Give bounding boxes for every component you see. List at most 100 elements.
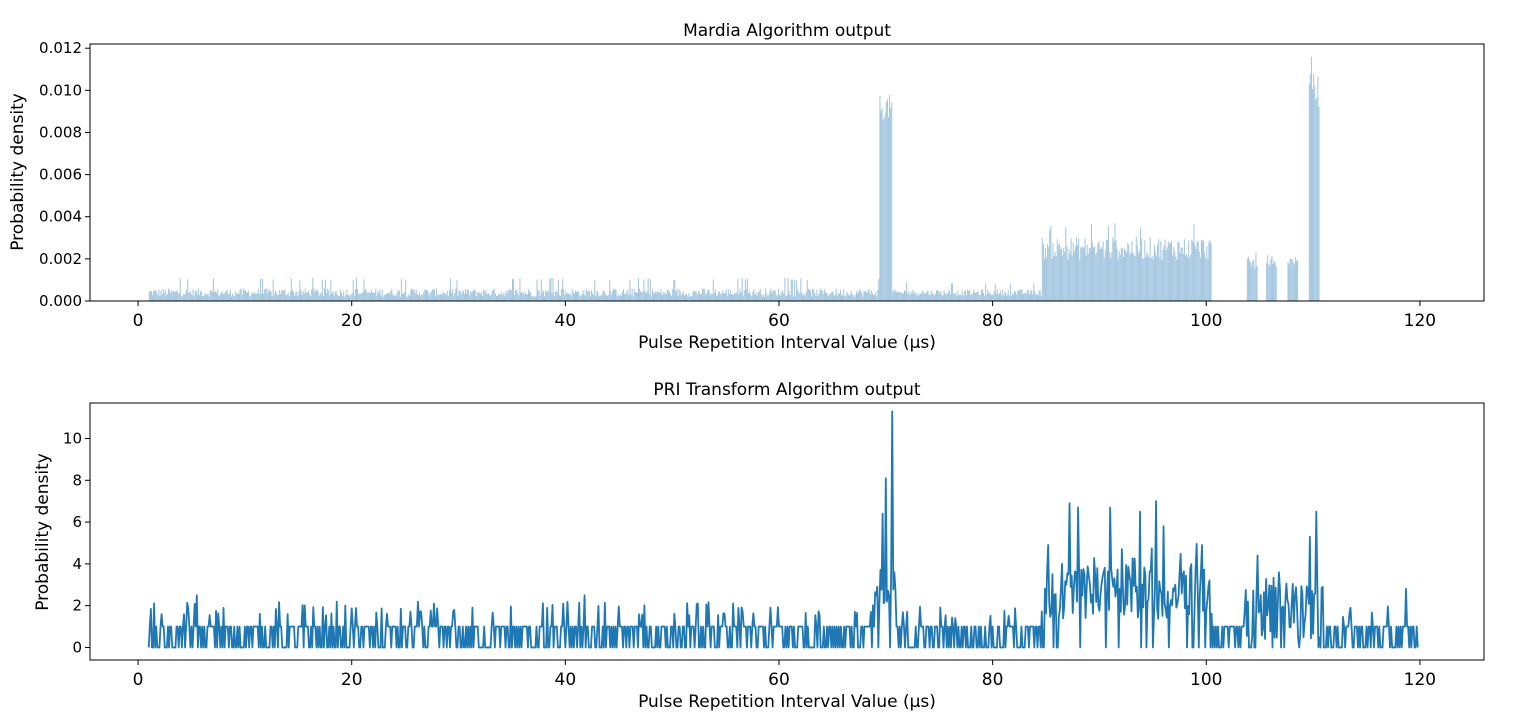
mardia-bar <box>405 279 407 301</box>
mardia-bar <box>899 292 901 301</box>
mardia-bar <box>422 294 424 301</box>
mardia-bar <box>1088 247 1090 301</box>
mardia-bar <box>361 292 363 301</box>
mardia-bar <box>234 295 236 301</box>
mardia-bar <box>680 295 682 301</box>
mardia-bar <box>805 291 807 301</box>
mardia-bar <box>184 294 186 301</box>
mardia-bar <box>824 292 826 301</box>
mardia-bar <box>1083 246 1085 301</box>
mardia-bar <box>337 296 339 301</box>
mardia-bar <box>341 292 343 301</box>
mardia-bar <box>833 295 835 301</box>
mardia-bar <box>1148 257 1150 301</box>
mardia-bar <box>721 293 723 301</box>
mardia-bar <box>937 290 939 301</box>
mardia-bar <box>1136 244 1138 301</box>
mardia-bar <box>538 290 540 301</box>
mardia-bar <box>1001 295 1003 301</box>
mardia-bar <box>498 294 500 301</box>
mardia-bar <box>1187 257 1189 301</box>
mardia-bar <box>313 288 315 301</box>
mardia-bar <box>475 296 477 301</box>
mardia-bar <box>932 293 934 301</box>
mardia-bar <box>266 288 268 301</box>
mardia-bar <box>423 292 425 301</box>
mardia-bar <box>621 291 624 301</box>
mardia-bar <box>389 292 391 301</box>
mardia-bar <box>645 293 647 301</box>
mardia-bar <box>520 292 522 301</box>
mardia-bar <box>225 290 227 301</box>
mardia-bar <box>329 294 331 301</box>
mardia-bar <box>508 290 510 301</box>
mardia-bar <box>593 294 595 301</box>
mardia-bar <box>1248 260 1251 301</box>
mardia-bar <box>1078 238 1080 301</box>
mardia-bar <box>912 289 914 301</box>
mardia-bar <box>556 292 558 301</box>
mardia-bar <box>190 292 192 301</box>
mardia-bar <box>386 293 389 301</box>
mardia-bar <box>896 292 898 301</box>
mardia-bar <box>595 295 597 301</box>
mardia-bar <box>616 296 618 301</box>
mardia-ytick-label: 0.012 <box>39 39 82 57</box>
mardia-bar <box>1256 266 1258 301</box>
mardia-bar <box>913 291 915 301</box>
mardia-bar <box>345 295 347 301</box>
mardia-bar <box>491 290 493 301</box>
mardia-bar <box>787 277 789 301</box>
mardia-bar <box>303 293 305 301</box>
mardia-bar <box>478 292 480 301</box>
mardia-bar <box>847 293 849 301</box>
mardia-bar <box>780 295 782 301</box>
mardia-bar <box>782 290 784 301</box>
mardia-bar <box>1104 250 1106 301</box>
mardia-bar <box>776 296 778 301</box>
mardia-bar <box>506 293 508 301</box>
mardia-bar <box>357 289 359 301</box>
mardia-bar <box>1121 248 1123 301</box>
mardia-bar <box>1125 250 1127 301</box>
mardia-bar <box>612 290 614 301</box>
mardia-bar <box>1275 266 1277 301</box>
mardia-bar <box>1019 289 1021 301</box>
mardia-bar <box>882 119 884 301</box>
mardia-bar <box>690 296 692 301</box>
mardia-bar <box>289 291 291 301</box>
mardia-bar <box>164 289 166 301</box>
pri-ytick-label: 8 <box>72 471 82 489</box>
mardia-bar <box>766 293 768 301</box>
mardia-bar <box>993 290 995 301</box>
mardia-bar <box>999 292 1001 301</box>
mardia-bar <box>858 291 860 301</box>
mardia-bar <box>517 292 519 301</box>
mardia-bar <box>193 296 195 301</box>
mardia-bar <box>851 293 853 301</box>
mardia-bar <box>1254 268 1256 301</box>
mardia-bar <box>162 289 164 301</box>
mardia-bar <box>674 279 676 301</box>
mardia-bar <box>295 293 297 301</box>
mardia-bar <box>1095 254 1097 301</box>
mardia-bar <box>175 290 177 301</box>
mardia-bar <box>790 279 792 301</box>
mardia-bar <box>1160 240 1162 301</box>
mardia-bar <box>585 288 587 301</box>
mardia-bar <box>247 292 249 301</box>
mardia-bar <box>785 296 787 301</box>
mardia-bar <box>192 289 194 301</box>
mardia-bar <box>675 291 677 301</box>
mardia-bar <box>468 290 470 301</box>
mardia-bar <box>1210 243 1212 301</box>
mardia-bar <box>1047 244 1049 301</box>
mardia-bar <box>191 295 193 301</box>
mardia-bar <box>460 294 462 301</box>
mardia-bar <box>279 290 281 301</box>
pri-transform-chart: PRI Transform Algorithm output 0 2 4 6 8 10 0… <box>33 380 1485 712</box>
mardia-bar <box>911 294 913 301</box>
mardia-bar <box>1291 259 1293 301</box>
mardia-bar <box>292 291 295 301</box>
mardia-bar <box>248 291 250 301</box>
